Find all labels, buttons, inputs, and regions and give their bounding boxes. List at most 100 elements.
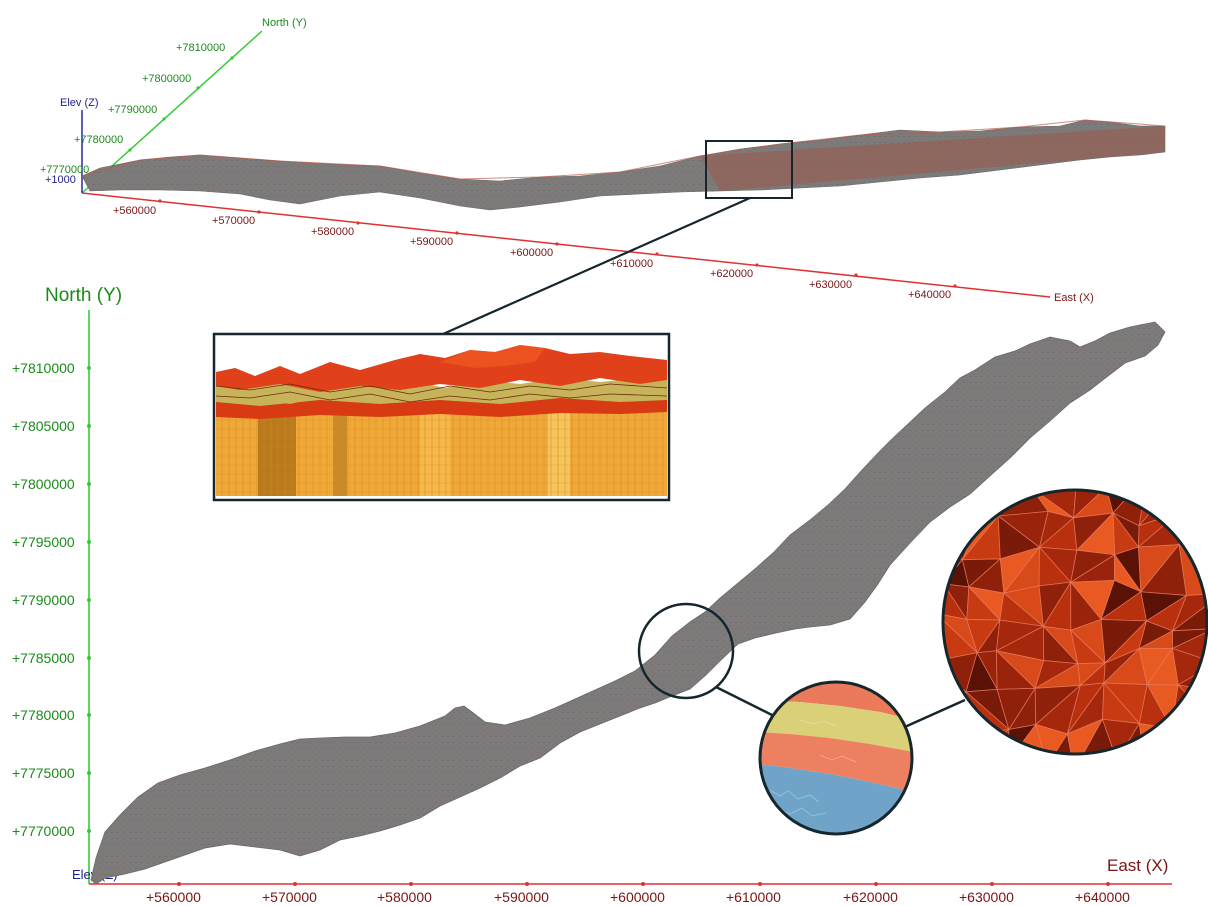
- zoom-connector-line: [897, 698, 966, 732]
- mesh-triangle: [1179, 490, 1207, 515]
- persp-east-tick: +560000: [113, 205, 156, 217]
- plan-north-tick-marks: [87, 366, 91, 833]
- mesh-triangle: [1137, 490, 1181, 527]
- plan-east-tick: +610000: [726, 889, 781, 905]
- plan-zoom-circle: [637, 602, 735, 700]
- mesh-triangle: [1145, 766, 1185, 806]
- cross-section-inset: [212, 332, 671, 502]
- persp-east-tick: +610000: [610, 258, 653, 270]
- plan-east-tick: +570000: [262, 889, 317, 905]
- persp-north-tick-marks: [128, 56, 234, 152]
- mesh-triangle: [1170, 724, 1207, 754]
- plan-east-tick-marks: [177, 882, 1110, 886]
- persp-east-tick: +570000: [212, 215, 255, 227]
- detail-yellow-layer: [760, 700, 912, 752]
- plan-view: North (Y) East (X) Elev (Z) +7810000 +78…: [12, 285, 1172, 905]
- mesh-triangle: [943, 733, 968, 754]
- plan-east-tick: +630000: [959, 889, 1014, 905]
- persp-east-tick: +620000: [710, 268, 753, 280]
- plan-mesh-region: [90, 321, 1166, 885]
- persp-east-tick: +590000: [410, 236, 453, 248]
- persp-north-tick: +7770000: [40, 164, 89, 176]
- mesh-triangle: [1045, 770, 1076, 802]
- persp-north-tick: +7810000: [176, 42, 225, 54]
- cross-section-frame: [212, 332, 671, 502]
- xsec-layer-contour: [216, 391, 667, 403]
- detail-blue-layer: [760, 764, 912, 834]
- mesh-triangle: [1074, 770, 1117, 801]
- persp-north-tick-labels: +7770000 +7780000 +7790000 +7800000 +781…: [40, 42, 225, 176]
- plan-north-tick: +7800000: [12, 476, 75, 492]
- plan-north-tick: +7790000: [12, 592, 75, 608]
- persp-east-axis-label: East (X): [1054, 292, 1094, 304]
- plan-east-tick: +590000: [494, 889, 549, 905]
- mesh-triangle: [1144, 727, 1186, 754]
- plan-north-tick: +7775000: [12, 765, 75, 781]
- layer-detail-inset: [758, 680, 914, 836]
- mesh-triangle: [1074, 760, 1117, 801]
- mesh-triangle: [1137, 766, 1179, 806]
- mesh-triangle: [1008, 762, 1045, 802]
- mesh-triangle: [934, 761, 963, 790]
- persp-east-tick: +630000: [809, 279, 852, 291]
- mesh-triangle: [1185, 769, 1208, 790]
- persp-north-axis-label: North (Y): [262, 17, 307, 29]
- zoom-connector-line: [715, 685, 775, 718]
- persp-elev-axis-label: Elev (Z): [60, 97, 99, 109]
- plan-north-tick: +7810000: [12, 360, 75, 376]
- persp-north-tick: +7790000: [108, 104, 157, 116]
- xsec-layer-contour: [216, 383, 667, 395]
- triangle-mesh-frame: [941, 488, 1208, 756]
- mesh-triangle: [1179, 769, 1208, 805]
- mesh-triangle: [1138, 722, 1173, 754]
- mesh-triangle: [1117, 760, 1137, 801]
- plan-north-tick: +7785000: [12, 650, 75, 666]
- mesh-triangle: [961, 514, 1001, 561]
- mesh-triangles: [934, 490, 1208, 806]
- mesh-triangle: [1184, 723, 1207, 754]
- xsec-red-layer-top: [216, 345, 667, 392]
- plan-north-tick: +7795000: [12, 534, 75, 550]
- mesh-triangle: [979, 762, 1008, 798]
- xsec-cell-lines: [216, 412, 667, 496]
- plan-east-tick: +600000: [610, 889, 665, 905]
- xsec-dark-band: [258, 410, 296, 496]
- plan-east-tick: +580000: [377, 889, 432, 905]
- mesh-triangle: [1045, 765, 1075, 802]
- mesh-triangle: [943, 690, 968, 736]
- mesh-triangle: [963, 762, 1008, 798]
- perspective-view: North (Y) Elev (Z) East (X) +1000 +77700…: [40, 17, 1166, 336]
- plan-north-tick-labels: +7810000 +7805000 +7800000 +7795000 +779…: [12, 360, 75, 839]
- plan-north-axis-label: North (Y): [45, 285, 122, 306]
- mesh-triangle: [943, 730, 969, 754]
- persp-mesh-cliff-face: [700, 126, 1165, 191]
- persp-elev-tick: +1000: [45, 174, 76, 186]
- detail-texture: [769, 719, 857, 817]
- persp-east-tick: +640000: [908, 289, 951, 301]
- xsec-light-band: [548, 410, 570, 496]
- plan-east-axis-label: East (X): [1107, 856, 1168, 875]
- mesh-triangle: [962, 728, 1011, 754]
- mesh-triangle: [961, 728, 1010, 754]
- persp-east-tick-labels: +560000 +570000 +580000 +590000 +600000 …: [113, 205, 951, 301]
- persp-north-tick: +7800000: [142, 73, 191, 85]
- persp-east-tick: +580000: [311, 226, 354, 238]
- plan-north-tick: +7780000: [12, 707, 75, 723]
- persp-east-tick-marks: [158, 199, 957, 288]
- persp-east-axis-line: [81, 192, 1051, 298]
- xsec-red-highlight: [440, 345, 545, 368]
- detail-salmon-layer: [760, 732, 912, 792]
- xsec-dark-band: [333, 410, 347, 496]
- plan-east-tick: +640000: [1075, 889, 1130, 905]
- mesh-triangle: [1008, 762, 1047, 802]
- layer-detail-frame: [758, 680, 914, 836]
- mesh-triangle: [934, 769, 979, 798]
- mesh-triangle: [1117, 760, 1145, 794]
- triangle-mesh-inset: [934, 488, 1208, 806]
- plan-north-tick: +7770000: [12, 823, 75, 839]
- zoom-connector-line: [442, 196, 751, 336]
- plan-east-tick-labels: +560000 +570000 +580000 +590000 +600000 …: [146, 889, 1130, 905]
- persp-mesh-rim: [81, 119, 1166, 180]
